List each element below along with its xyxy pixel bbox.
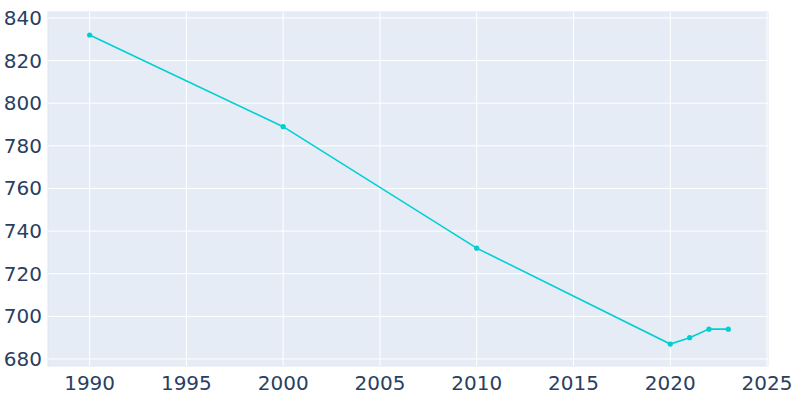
series: [87, 32, 731, 346]
y-tick-label: 780: [4, 134, 42, 158]
x-tick-label: 1995: [161, 371, 212, 395]
x-grid: [476, 12, 477, 366]
y-tick-label: 740: [4, 219, 42, 243]
x-tick-label: 2015: [548, 371, 599, 395]
marker: [706, 327, 711, 332]
x-grid: [767, 12, 768, 366]
y-grid: [48, 231, 768, 232]
x-tick-label: 2025: [742, 371, 793, 395]
chart: 680 700 720 740 760 780 800 820 840 1990 1995 2000 2…: [0, 0, 800, 400]
x-grid: [186, 12, 187, 366]
marker: [668, 341, 673, 346]
y-grid: [48, 103, 768, 104]
y-tick-label: 760: [4, 176, 42, 200]
x-tick-label: 2000: [258, 371, 309, 395]
y-tick-label: 800: [4, 91, 42, 115]
y-grid: [48, 358, 768, 359]
y-grid: [48, 17, 768, 18]
y-tick-label: 720: [4, 262, 42, 286]
marker: [687, 335, 692, 340]
marker: [281, 124, 286, 129]
marker: [726, 327, 731, 332]
line: [90, 35, 729, 344]
x-grid: [573, 12, 574, 366]
y-tick-label: 700: [4, 304, 42, 328]
marker: [87, 32, 92, 37]
y-tick-label: 840: [4, 6, 42, 30]
y-grid: [48, 60, 768, 61]
marker: [474, 246, 479, 251]
x-grid: [89, 12, 90, 366]
plot-area: [48, 12, 768, 366]
x-tick-label: 2020: [645, 371, 696, 395]
x-grid: [379, 12, 380, 366]
y-tick-label: 680: [4, 347, 42, 371]
y-grid: [48, 188, 768, 189]
y-grid: [48, 145, 768, 146]
y-grid: [48, 273, 768, 274]
x-grid: [283, 12, 284, 366]
x-grid: [670, 12, 671, 366]
y-grid: [48, 316, 768, 317]
x-tick-label: 2005: [354, 371, 405, 395]
x-tick-label: 1990: [64, 371, 115, 395]
x-tick-label: 2010: [451, 371, 502, 395]
y-tick-label: 820: [4, 49, 42, 73]
